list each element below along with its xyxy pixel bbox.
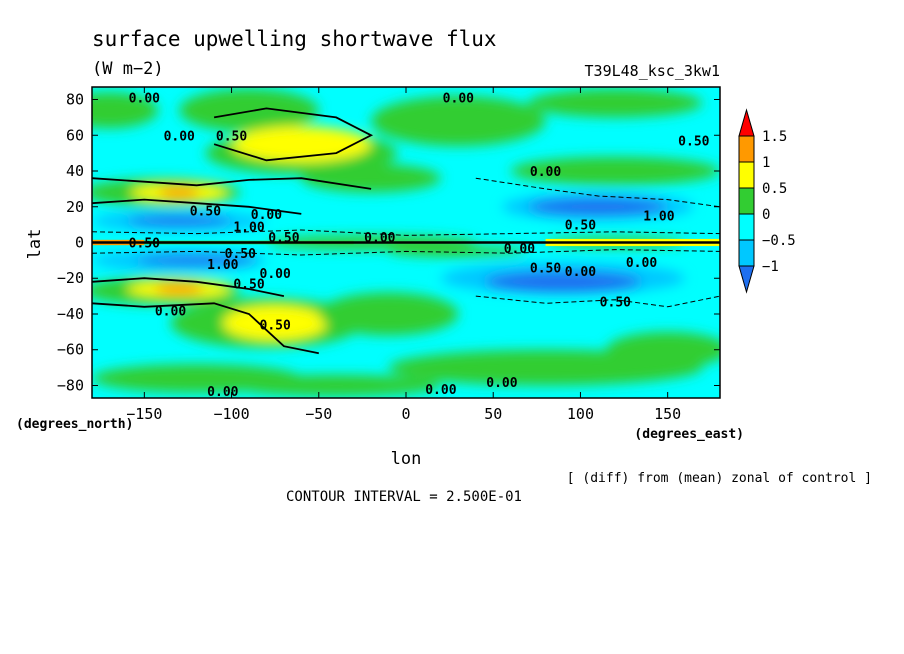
contour-label: 0.50 — [190, 204, 221, 219]
units-label: (W m−2) — [92, 59, 164, 79]
field-region — [528, 88, 703, 118]
equator-bands — [92, 238, 720, 247]
colorbar-segment — [738, 135, 755, 163]
y-units-label: (degrees_north) — [16, 417, 133, 432]
y-tick-label: 80 — [66, 91, 84, 109]
contour-line — [92, 198, 302, 215]
field-region — [388, 246, 529, 257]
colorbar-label: −1 — [762, 259, 779, 275]
contour-line — [92, 249, 720, 256]
field-region — [510, 156, 720, 186]
y-tick-label: −60 — [57, 341, 84, 359]
contour-line — [92, 277, 285, 297]
chart-title: surface upwelling shortwave flux — [92, 27, 497, 51]
field-region — [528, 197, 668, 216]
colorbar-segment — [738, 187, 755, 215]
contour-label: 0.50 — [233, 278, 264, 293]
x-axis-title: lon — [391, 449, 422, 469]
contour-label: 1.00 — [643, 210, 674, 225]
contour-label: 0.00 — [129, 92, 160, 107]
colorbar-label: 0 — [762, 207, 770, 223]
field-region — [126, 215, 232, 227]
contour-label: 1.00 — [233, 220, 264, 235]
contour-label: 0.50 — [565, 219, 596, 234]
contour-label: 0.00 — [443, 92, 474, 107]
field-region — [179, 88, 319, 132]
field-region — [231, 374, 441, 397]
colorbar-label: −0.5 — [762, 233, 796, 249]
x-tick-label: −100 — [213, 405, 249, 423]
contour-label: 0.00 — [364, 231, 395, 246]
field-region — [154, 283, 204, 295]
y-tick-label: 60 — [66, 126, 84, 144]
experiment-label: T39L48_ksc_3kw1 — [585, 62, 720, 80]
x-axis-ticks: −150 −100 −50 0 50 100 150 — [126, 87, 681, 423]
contour-interval: CONTOUR INTERVAL = 2.500E-01 — [286, 489, 522, 505]
contour-label: 0.00 — [486, 376, 517, 391]
x-tick-label: −50 — [305, 405, 332, 423]
contour-label: 0.00 — [155, 304, 186, 319]
contour-label: 0.00 — [504, 242, 535, 257]
contour-line — [92, 229, 720, 236]
contour-label: 0.00 — [164, 129, 195, 144]
contour-label: 0.00 — [530, 165, 561, 180]
contour-label: 0.00 — [565, 265, 596, 280]
field-region — [318, 292, 459, 336]
y-tick-label: 20 — [66, 198, 84, 216]
contour-label: 0.00 — [626, 256, 657, 271]
x-tick-label: 0 — [401, 405, 410, 423]
x-tick-label: 50 — [484, 405, 502, 423]
colorbar-segment — [738, 161, 755, 189]
contour-label: 0.00 — [260, 267, 291, 282]
colorbar-segment — [738, 239, 755, 267]
contour-label: 0.50 — [216, 129, 247, 144]
contour-label: 0.00 — [425, 383, 456, 398]
contour-label: 0.50 — [678, 135, 709, 150]
y-axis-title: lat — [25, 229, 45, 260]
colorbar-arrow-top — [738, 108, 755, 137]
y-tick-label: −80 — [57, 376, 84, 394]
y-tick-label: −20 — [57, 269, 84, 287]
contour-label: 1.00 — [207, 258, 238, 273]
field-region — [388, 349, 703, 386]
contour-label: 0.50 — [225, 247, 256, 262]
y-tick-label: −40 — [57, 305, 84, 323]
diff-note: [ (diff) from (mean) zonal of control ] — [567, 471, 872, 486]
contour-label: 0.50 — [600, 295, 631, 310]
field-region — [301, 163, 441, 193]
colorbar-label: 1 — [762, 155, 770, 171]
colorbar-label: 1.5 — [762, 129, 787, 145]
contour-label: 0.00 — [207, 385, 238, 400]
contour-lines — [92, 107, 720, 355]
contour-line — [475, 177, 720, 208]
contour-label: 0.50 — [129, 237, 160, 252]
y-tick-label: 40 — [66, 162, 84, 180]
field-region — [158, 187, 201, 198]
x-tick-label: 150 — [654, 405, 681, 423]
contour-label: 0.50 — [268, 231, 299, 246]
contour-line — [92, 302, 319, 355]
contour-labels: 0.00 0.000.00 0.50 0.500.000.50 0.00 1.001.00… — [129, 92, 710, 400]
x-tick-label: 100 — [567, 405, 594, 423]
contour-label: 0.50 — [260, 319, 291, 334]
x-tick-label: −150 — [126, 405, 162, 423]
contour-label: 0.00 — [251, 208, 282, 223]
field-region — [92, 92, 159, 129]
y-axis-ticks: −80 −60 −40 −20 0 20 40 60 80 — [57, 91, 720, 394]
colorbar-arrow-bottom — [738, 265, 755, 294]
field-region — [135, 255, 258, 266]
contour-line — [92, 177, 372, 190]
field-region — [371, 95, 546, 146]
contour-line — [475, 295, 720, 308]
contour-line — [213, 107, 374, 162]
plot-area — [92, 87, 720, 398]
colorbar: −1 −0.5 0 0.5 1 1.5 — [738, 108, 796, 294]
field-region — [484, 271, 642, 293]
colorbar-label: 0.5 — [762, 181, 787, 197]
x-units-label: (degrees_east) — [634, 427, 744, 442]
y-tick-label: 0 — [75, 234, 84, 252]
contour-label: 0.50 — [530, 262, 561, 277]
colorbar-segment — [738, 213, 755, 241]
